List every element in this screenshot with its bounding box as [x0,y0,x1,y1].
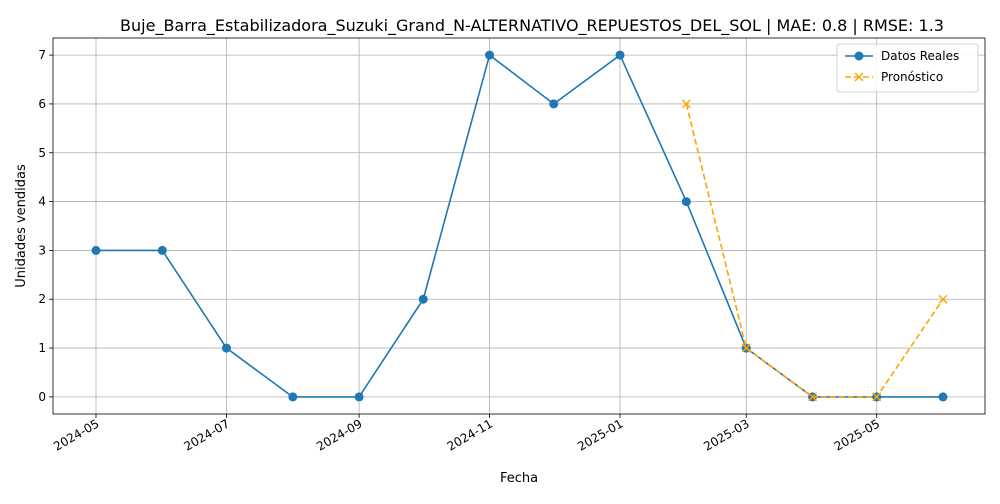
marker-stroke [681,99,691,109]
data-point [681,99,691,109]
series-layer [91,50,948,402]
legend-marker [854,72,864,82]
y-tick-label: 5 [38,146,46,160]
x-tick-label: 2024-07 [182,416,232,453]
data-point [549,99,559,109]
y-tick-label: 6 [38,97,46,111]
data-point [354,392,364,402]
legend-label: Datos Reales [881,49,959,63]
data-point [615,50,625,60]
x-axis-label: Fecha [500,471,538,486]
x-tick-label: 2025-01 [575,416,625,453]
x-tick-label: 2025-05 [832,416,882,453]
data-point [808,392,818,402]
data-point [221,343,231,353]
y-tick-label: 2 [38,292,46,306]
data-point [91,245,101,255]
legend-marker [854,51,864,61]
marker-stroke [808,392,818,402]
data-point [485,50,495,60]
grid-lines [53,38,985,414]
legend: Datos Reales Pronóstico [836,43,979,93]
data-point [938,294,948,304]
y-tick-label: 4 [38,195,46,209]
chart-title: Buje_Barra_Estabilizadora_Suzuki_Grand_N… [120,16,944,36]
y-tick-label: 0 [38,390,46,404]
data-point [938,392,948,402]
marker-stroke [872,392,882,402]
data-point [418,294,428,304]
plot-frame [52,37,986,415]
legend-label: Pronóstico [881,70,943,84]
data-point [681,197,691,207]
y-tick-label: 1 [38,341,46,355]
data-point [872,392,882,402]
y-tick-label: 3 [38,243,46,257]
marker-stroke [938,294,948,304]
x-tick-label: 2024-11 [445,416,495,453]
axes: 2024-05 2024-07 2024-09 2024-11 2025-01 2025-… [38,37,986,454]
data-point [741,343,751,353]
y-axis-label: Unidades vendidas [14,164,29,288]
data-point [157,245,167,255]
marker-stroke [854,72,864,82]
marker-stroke [741,343,751,353]
x-tick-label: 2024-09 [314,416,364,453]
y-tick-label: 7 [38,48,46,62]
data-point [288,392,298,402]
x-tick-label: 2024-05 [51,416,101,453]
x-tick-label: 2025-03 [701,416,751,453]
